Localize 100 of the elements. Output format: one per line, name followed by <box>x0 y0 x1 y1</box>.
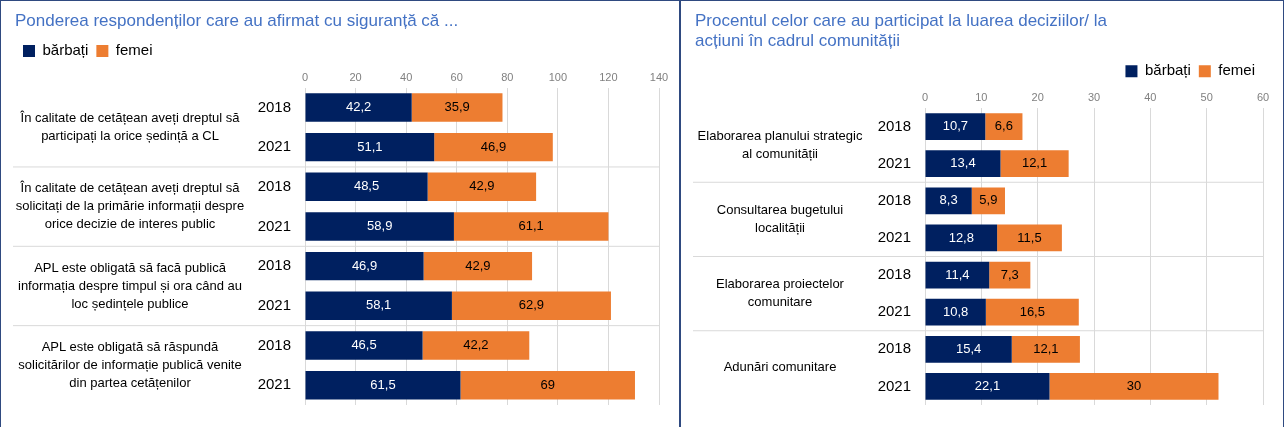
bar <box>453 212 609 241</box>
data-label: 42,2 <box>345 99 372 115</box>
bar <box>305 93 412 122</box>
data-label: 7,3 <box>1000 266 1019 282</box>
bar <box>1011 335 1080 363</box>
bar <box>305 251 424 281</box>
x-tick-label: 20 <box>349 71 362 84</box>
legend-label: bărbați <box>1144 61 1191 79</box>
data-label: 13,4 <box>950 155 976 171</box>
data-label: 61,5 <box>370 376 396 392</box>
y-tick-label: 2018 <box>257 97 291 115</box>
data-label: 5,9 <box>979 192 998 208</box>
data-label: 48,5 <box>353 178 380 194</box>
text: APL este obligată să facă publică informația despre timpul și ora când au loc ședințele publice <box>17 259 243 311</box>
data-label: 22,1 <box>974 378 1001 394</box>
data-label: 46,5 <box>351 337 377 353</box>
x-tick-label: 30 <box>1087 91 1101 104</box>
x-tick-label: 50 <box>1200 91 1213 104</box>
x-tick-label: 40 <box>1144 91 1157 104</box>
bar <box>925 150 1001 178</box>
bar <box>971 187 1005 215</box>
bar <box>305 212 454 241</box>
data-label: 61,1 <box>518 218 544 234</box>
y-tick-label: 2021 <box>877 228 911 246</box>
bar <box>305 370 461 400</box>
bar <box>411 93 503 122</box>
text: APL este obligată să răspundă solicitărilor de informație publică venite din partea cetățenilor <box>18 338 242 390</box>
bar <box>423 251 533 281</box>
bar <box>434 132 553 162</box>
data-label: 51,1 <box>357 138 383 154</box>
bar <box>305 331 423 360</box>
data-label: 62,9 <box>518 297 545 313</box>
x-tick-label: 0 <box>921 91 929 104</box>
y-tick-label: 2018 <box>257 335 291 353</box>
x-tick-label: 100 <box>548 71 568 84</box>
data-label: 15,4 <box>955 340 982 356</box>
data-label: 42,9 <box>465 257 491 273</box>
y-tick-label: 2021 <box>877 153 911 171</box>
x-tick-label: 20 <box>1031 91 1044 104</box>
data-label: 12,1 <box>1021 155 1048 171</box>
x-tick-label: 0 <box>301 71 309 84</box>
data-label: 16,5 <box>1019 303 1045 319</box>
x-tick-label: 80 <box>501 71 514 84</box>
bar <box>925 224 998 252</box>
data-label: 46,9 <box>480 138 507 154</box>
data-label: 35,9 <box>444 99 470 115</box>
data-label: 42,2 <box>463 337 489 353</box>
y-tick-label: 2018 <box>257 176 291 194</box>
data-label: 12,1 <box>1033 340 1059 356</box>
data-label: 58,9 <box>367 218 393 234</box>
bar <box>305 291 452 321</box>
data-label: 8,3 <box>939 192 958 208</box>
bar <box>925 261 990 289</box>
y-tick-label: 2021 <box>877 302 911 320</box>
data-label: 11,4 <box>945 266 970 282</box>
bar <box>925 113 986 140</box>
y-tick-label: 2018 <box>877 116 911 134</box>
y-tick-label: 2021 <box>877 376 911 394</box>
y-tick-label: 2018 <box>877 339 911 357</box>
bar <box>460 370 635 400</box>
y-tick-label: 2021 <box>257 295 291 313</box>
bar <box>305 172 428 202</box>
data-label: 42,9 <box>469 178 495 194</box>
bar <box>925 187 972 215</box>
legend-label: femei <box>115 41 153 59</box>
data-label: 46,9 <box>351 257 378 273</box>
bar <box>427 172 537 202</box>
text: Elaborarea planului strategic al comunității <box>697 127 863 161</box>
bar <box>925 298 986 326</box>
data-label: 58,1 <box>366 297 392 313</box>
x-tick-label: 140 <box>649 71 669 84</box>
x-tick-label: 60 <box>1256 91 1270 104</box>
bar <box>451 291 611 321</box>
bar <box>989 261 1031 289</box>
data-label: 69 <box>540 376 555 392</box>
data-label: 11,5 <box>1017 229 1042 245</box>
bar <box>985 298 1079 326</box>
text: În calitate de cetățean aveți dreptul să solicitați de la primărie informații despre orice decizie de interes public <box>15 180 245 232</box>
data-label: 12,8 <box>948 229 974 245</box>
legend-label: bărbați <box>42 41 89 59</box>
x-tick-label: 120 <box>599 71 618 84</box>
x-tick-label: 40 <box>400 71 413 84</box>
y-tick-label: 2018 <box>257 256 291 274</box>
y-tick-label: 2018 <box>877 190 911 208</box>
bar <box>925 373 1050 400</box>
x-tick-label: 60 <box>450 71 463 84</box>
data-label: 10,7 <box>942 118 969 134</box>
bar <box>305 132 435 162</box>
bar <box>985 113 1023 140</box>
bar <box>925 335 1012 363</box>
chart-title: Ponderea respondenților care au afirmat cu siguranță că ... <box>15 10 459 30</box>
y-tick-label: 2021 <box>257 137 291 155</box>
bar <box>1000 150 1069 178</box>
data-label: 30 <box>1126 378 1142 394</box>
x-tick-label: 10 <box>975 91 988 104</box>
data-label: 6,6 <box>994 118 1013 134</box>
bar <box>422 331 530 360</box>
text: Adunări comunitare <box>723 359 837 375</box>
text: Elaborarea proiectelor comunitare <box>716 276 845 310</box>
bar <box>1049 373 1219 400</box>
